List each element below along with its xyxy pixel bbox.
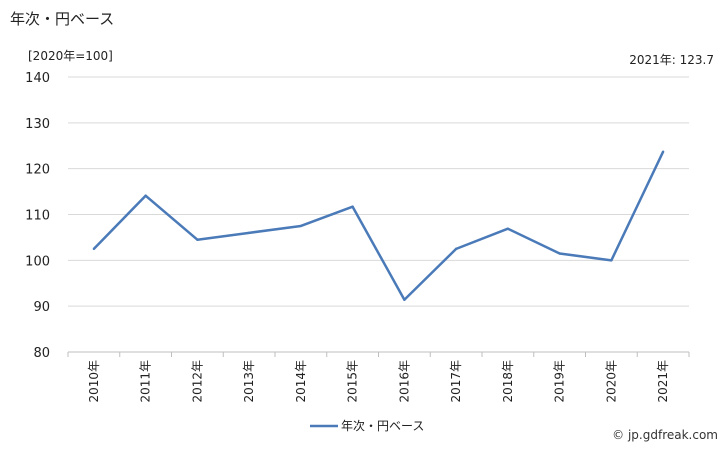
x-tick-label: 2017年 (449, 360, 463, 403)
x-tick-label: 2012年 (190, 360, 204, 403)
series-line (92, 151, 665, 301)
x-tick-label: 2020年 (604, 360, 618, 403)
data-point (610, 259, 613, 262)
data-point (661, 150, 665, 153)
data-point (558, 252, 561, 255)
data-point (506, 227, 510, 230)
x-axis (67, 351, 690, 357)
x-tick-label: 2021年 (656, 360, 670, 403)
y-tick-label: 120 (25, 163, 50, 178)
data-point (403, 298, 406, 301)
y-axis-ticks: 80 90 100 110 120 130 140 (25, 71, 50, 361)
data-point (454, 247, 458, 251)
chart-title: 年次・円ベース (10, 10, 115, 28)
data-point (351, 205, 354, 208)
x-tick-label: 2013年 (242, 360, 256, 403)
x-tick-label: 2016年 (397, 360, 411, 403)
x-tick-label: 2019年 (553, 360, 567, 403)
x-tick-label: 2011年 (139, 360, 153, 403)
legend: 年次・円ベース (310, 419, 424, 433)
data-point (196, 238, 199, 241)
y-tick-label: 130 (25, 117, 50, 132)
data-point (92, 247, 96, 251)
credit-text: © jp.gdfreak.com (612, 428, 718, 442)
x-tick-label: 2018年 (501, 360, 515, 403)
series-group (92, 150, 665, 301)
x-tick-label: 2010年 (87, 360, 101, 403)
legend-label: 年次・円ベース (341, 419, 424, 433)
y-tick-label: 110 (25, 209, 50, 224)
latest-value-label: 2021年: 123.7 (629, 53, 714, 67)
x-tick-label: 2014年 (294, 360, 308, 403)
x-axis-ticks: 2010年 2011年 2012年 2013年 2014年 2015年 2016年 2017年… (87, 360, 670, 403)
data-point (247, 231, 251, 235)
y-tick-label: 100 (25, 254, 50, 269)
y-tick-label: 80 (33, 346, 50, 361)
data-point (144, 194, 147, 197)
grid-lines (68, 76, 689, 307)
x-tick-label: 2015年 (346, 360, 360, 403)
data-point (299, 224, 303, 228)
unit-label: [2020年=100] (28, 49, 113, 63)
y-tick-label: 140 (25, 71, 50, 86)
y-tick-label: 90 (33, 300, 50, 315)
